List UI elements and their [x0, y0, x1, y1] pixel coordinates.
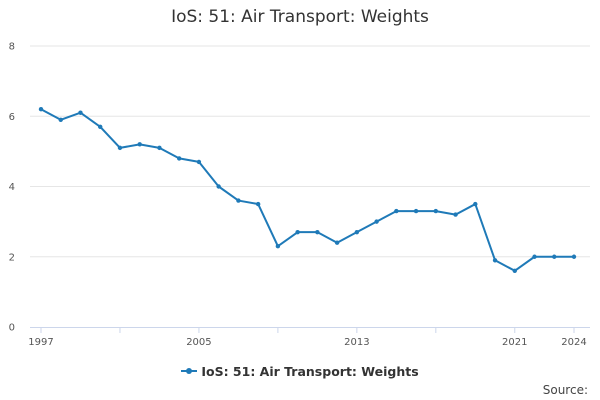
x-tick-label-2013: 2013	[344, 337, 369, 348]
data-point-2000	[98, 124, 103, 129]
y-tick-label-0: 0	[9, 323, 15, 334]
data-point-2023	[552, 254, 557, 259]
data-point-2007	[236, 198, 241, 203]
data-point-2021	[512, 268, 517, 273]
data-point-2015	[394, 208, 399, 214]
legend-swatch	[181, 367, 198, 374]
data-point-2011	[315, 229, 320, 235]
data-point-2017	[433, 208, 439, 214]
data-point-1999	[78, 110, 83, 115]
x-tick-label-2021: 2021	[502, 337, 527, 348]
data-point-2014	[374, 219, 379, 224]
data-point-2001	[117, 145, 123, 151]
data-point-2006	[216, 184, 221, 189]
x-tick-label-1997: 1997	[28, 337, 53, 348]
data-point-2022	[532, 254, 537, 259]
data-point-2002	[137, 142, 142, 147]
series-layer	[38, 107, 577, 273]
chart-title: IoS: 51: Air Transport: Weights	[171, 7, 429, 27]
data-point-2013	[354, 229, 360, 235]
data-point-2005	[196, 159, 202, 165]
legend[interactable]: IoS: 51: Air Transport: Weights	[0, 364, 600, 379]
data-point-1997	[38, 107, 44, 112]
data-point-1998	[58, 117, 63, 122]
data-point-2010	[295, 229, 300, 235]
data-point-2004	[176, 156, 182, 161]
y-tick-label-4: 4	[9, 182, 15, 193]
gridlines	[30, 45, 590, 258]
data-point-2018	[453, 212, 458, 217]
data-point-2016	[413, 208, 419, 214]
y-tick-label-2: 2	[9, 252, 15, 263]
y-tick-label-6: 6	[9, 112, 15, 123]
x-tick-label-2005: 2005	[186, 337, 211, 348]
legend-label: IoS: 51: Air Transport: Weights	[201, 364, 419, 379]
x-tick-label-2024: 2024	[561, 337, 586, 348]
series-line-0	[40, 108, 575, 272]
data-point-2003	[157, 145, 162, 151]
x-axis-tick-labels: 1997 2005 2013 2021 2024	[28, 337, 586, 348]
data-point-2020	[492, 258, 498, 263]
source-label[interactable]: Source:	[542, 383, 588, 397]
legend-marker	[186, 367, 193, 374]
data-point-2008	[255, 201, 261, 207]
y-tick-label-8: 8	[9, 42, 15, 53]
x-axis	[30, 327, 590, 333]
y-axis-tick-labels: 0 2 4 6 8	[9, 42, 15, 334]
data-point-2019	[473, 201, 478, 207]
data-point-2024	[571, 254, 577, 259]
data-point-2012	[334, 240, 340, 245]
data-point-2009	[275, 244, 281, 249]
